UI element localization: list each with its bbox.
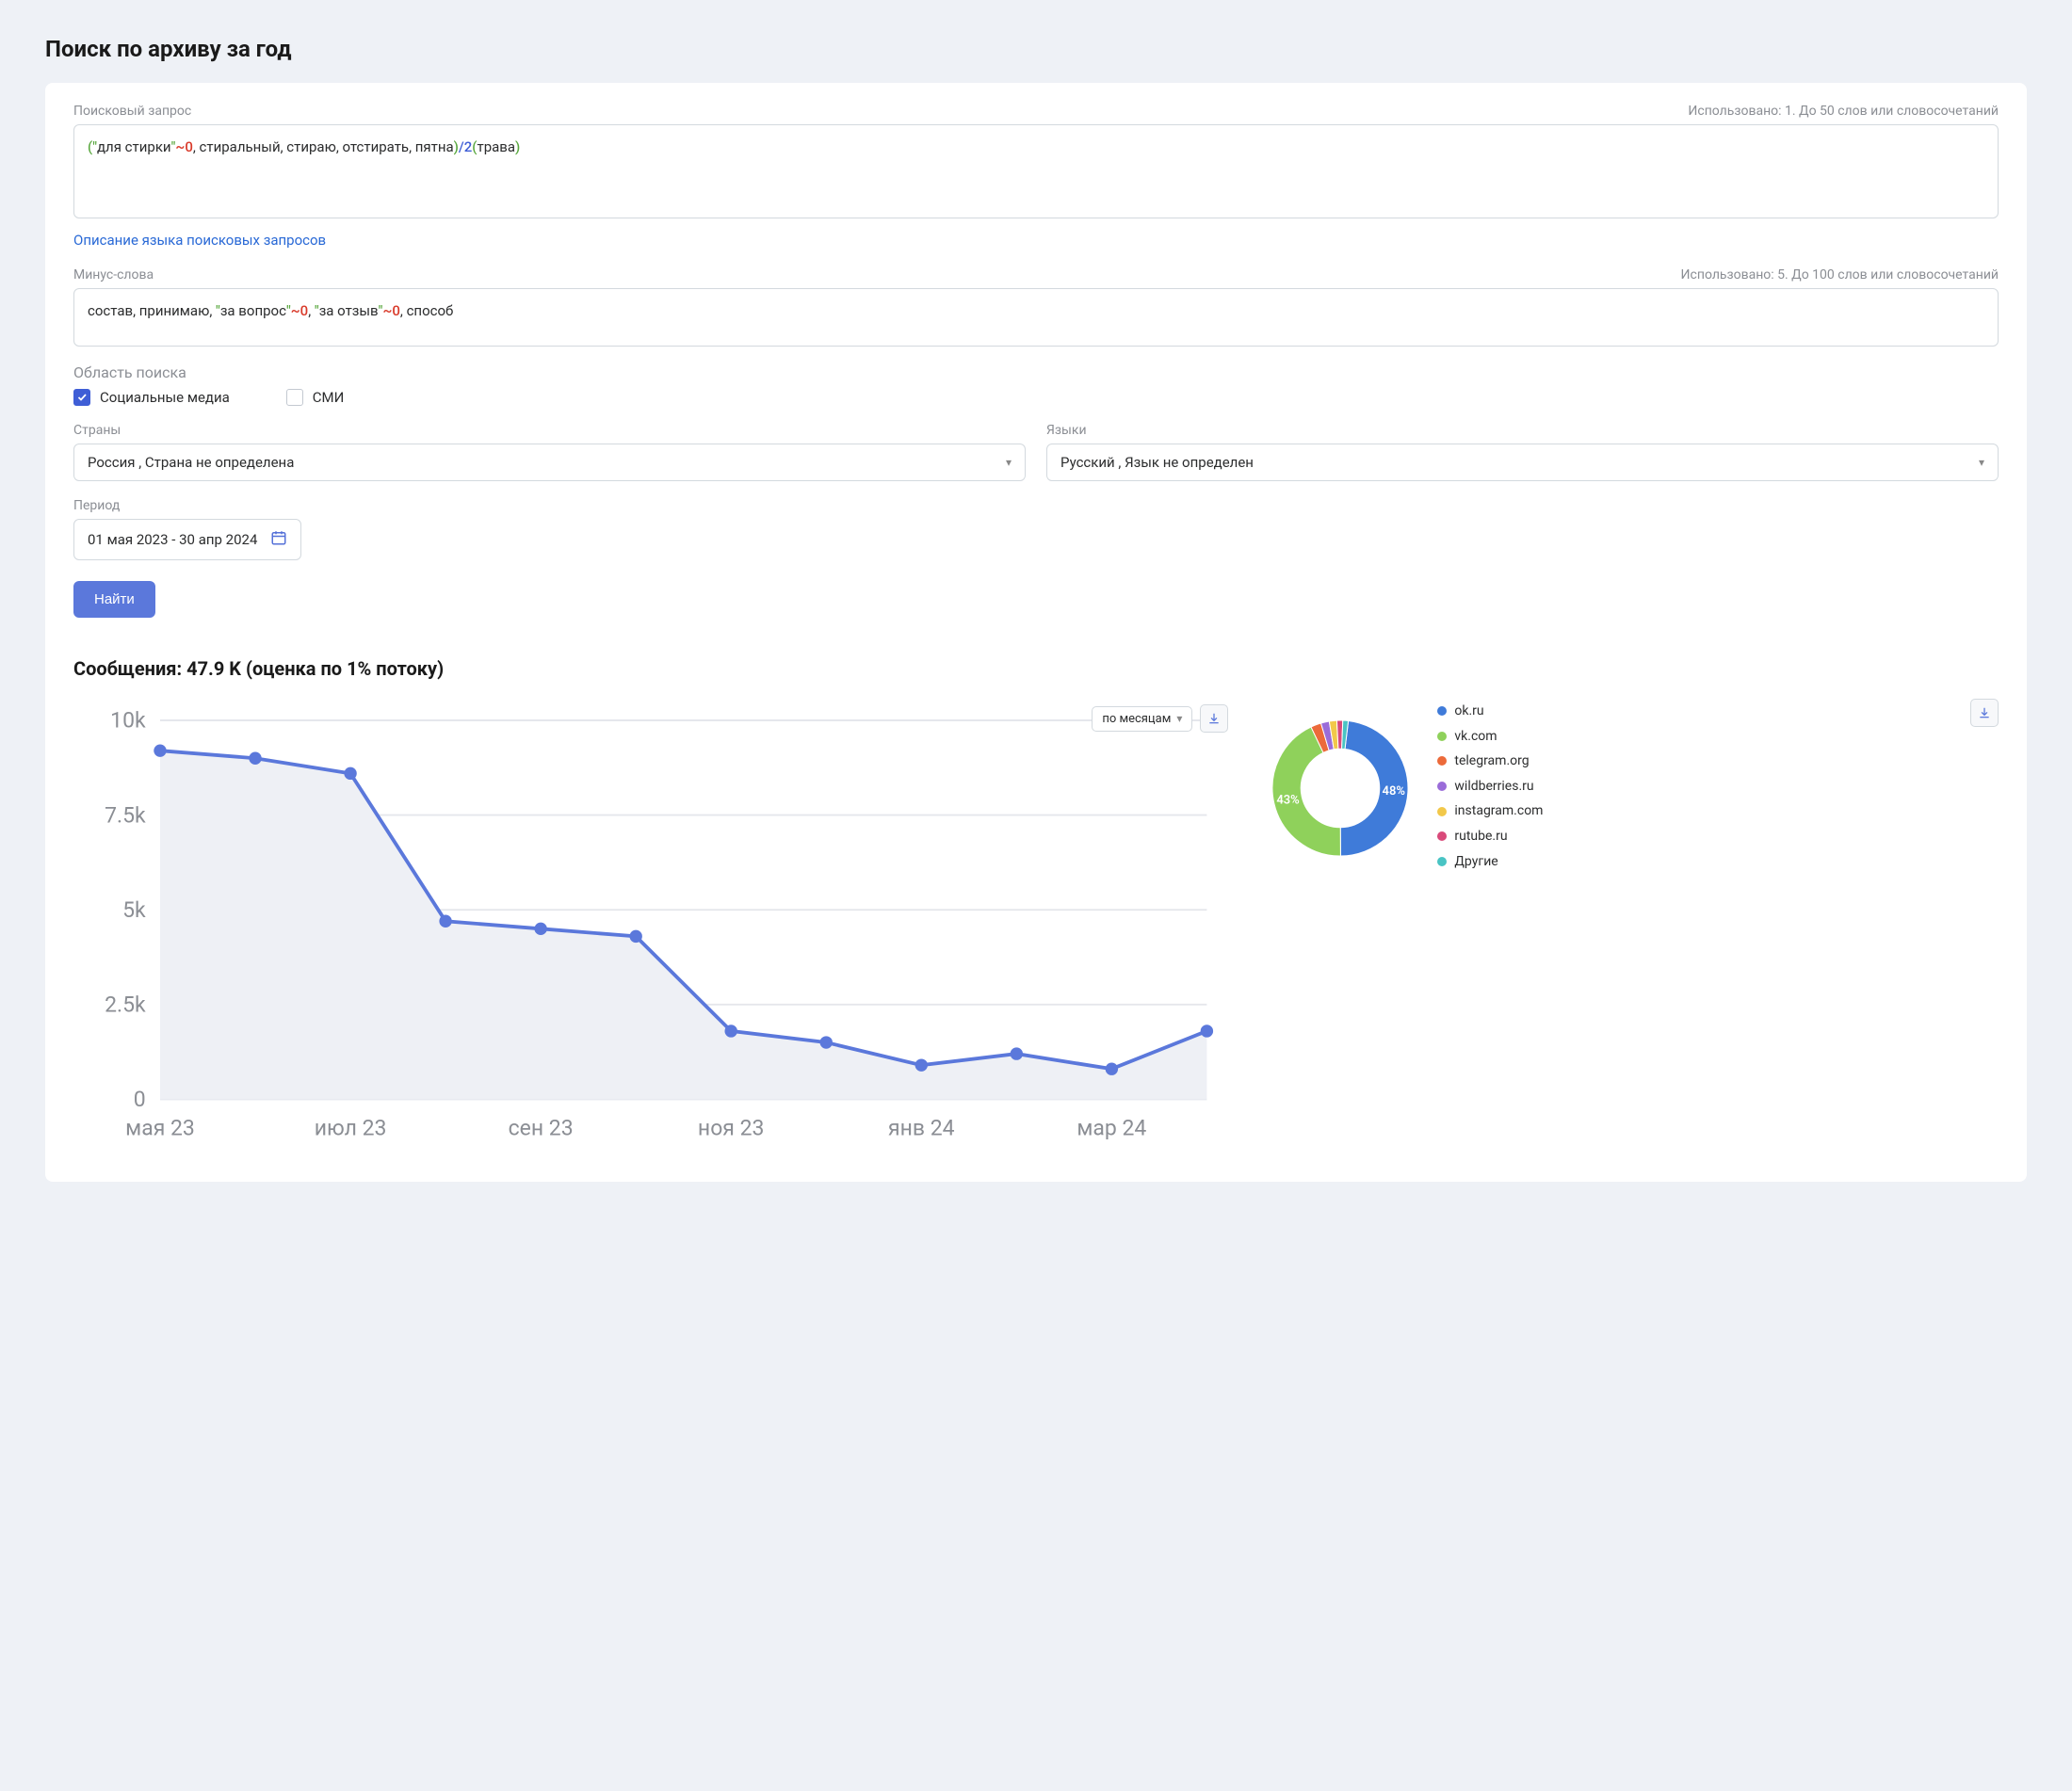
legend-item[interactable]: wildberries.ru [1437,774,1543,799]
countries-label: Страны [73,423,1026,438]
svg-text:10k: 10k [110,708,146,734]
checkbox-icon [286,389,303,406]
svg-text:2.5k: 2.5k [105,992,146,1017]
svg-text:5k: 5k [122,897,146,923]
period-label: Период [73,498,1999,513]
svg-text:7.5k: 7.5k [105,802,146,828]
legend-label: telegram.org [1454,749,1529,774]
scope-checkbox-0[interactable]: Социальные медиа [73,389,230,406]
countries-select[interactable]: Россия , Страна не определена ▾ [73,444,1026,481]
legend-dot-icon [1437,732,1447,741]
legend-label: ok.ru [1454,699,1483,724]
minus-hint: Использовано: 5. До 100 слов или словосо… [1681,267,1999,282]
languages-value: Русский , Язык не определен [1060,454,1254,471]
chevron-down-icon: ▾ [1006,456,1012,469]
svg-text:янв 24: янв 24 [888,1116,955,1141]
legend-label: wildberries.ru [1454,774,1533,799]
messages-line-chart: по месяцам ▾ 0 2.5k 5k 7.5k 10k мая 23 июл 23 с… [73,699,1228,1154]
languages-select[interactable]: Русский , Язык не определен ▾ [1046,444,1999,481]
minus-words-input[interactable]: состав, принимаю, "за вопрос"~0, "за отз… [73,288,1999,347]
scope-checkbox-1[interactable]: СМИ [286,389,345,406]
svg-text:48%: 48% [1383,784,1406,799]
countries-value: Россия , Страна не определена [88,454,294,471]
results-title: Сообщения: 47.9 K (оценка по 1% потоку) [73,657,1999,680]
legend-label: vk.com [1454,724,1497,750]
svg-text:июл 23: июл 23 [315,1116,387,1141]
calendar-icon [270,529,287,550]
legend-dot-icon [1437,807,1447,816]
scope-checkbox-label: СМИ [313,389,345,406]
minus-label: Минус-слова [73,267,154,282]
query-language-link[interactable]: Описание языка поисковых запросов [73,232,326,249]
page-title: Поиск по архиву за год [45,36,2027,62]
legend-item[interactable]: instagram.com [1437,799,1543,824]
legend-item[interactable]: rutube.ru [1437,824,1543,849]
granularity-value: по месяцам [1102,712,1171,726]
query-hint: Использовано: 1. До 50 слов или словосоч… [1688,104,1999,119]
legend-dot-icon [1437,706,1447,716]
query-input[interactable]: ("для стирки"~0, стиральный, стираю, отс… [73,124,1999,218]
chevron-down-icon: ▾ [1979,456,1984,469]
scope-label: Область поиска [73,363,1999,381]
legend-item[interactable]: ok.ru [1437,699,1543,724]
search-card: Поисковый запрос Использовано: 1. До 50 … [45,83,2027,1182]
search-button[interactable]: Найти [73,581,155,618]
svg-text:мая 23: мая 23 [125,1116,195,1141]
download-line-chart-button[interactable] [1200,704,1228,733]
legend-dot-icon [1437,756,1447,766]
chevron-down-icon: ▾ [1176,712,1182,725]
sources-donut-chart: 48% 43% ok.ruvk.comtelegram.orgwildberrie… [1260,699,1999,878]
svg-text:43%: 43% [1277,794,1301,808]
legend-item[interactable]: telegram.org [1437,749,1543,774]
period-picker[interactable]: 01 мая 2023 - 30 апр 2024 [73,519,301,560]
svg-text:мар 24: мар 24 [1076,1116,1146,1141]
legend-dot-icon [1437,831,1447,841]
svg-text:0: 0 [134,1087,146,1112]
legend-dot-icon [1437,782,1447,791]
legend-label: instagram.com [1454,799,1543,824]
legend-item[interactable]: Другие [1437,849,1543,875]
legend-label: Другие [1454,849,1497,875]
svg-text:ноя 23: ноя 23 [698,1116,765,1141]
checkbox-checked-icon [73,389,90,406]
query-label: Поисковый запрос [73,104,191,119]
download-donut-chart-button[interactable] [1970,699,1999,727]
legend-label: rutube.ru [1454,824,1507,849]
legend-item[interactable]: vk.com [1437,724,1543,750]
svg-text:сен 23: сен 23 [509,1116,574,1141]
legend-dot-icon [1437,857,1447,866]
languages-label: Языки [1046,423,1999,438]
period-value: 01 мая 2023 - 30 апр 2024 [88,531,257,548]
granularity-select[interactable]: по месяцам ▾ [1092,706,1192,732]
scope-checkbox-label: Социальные медиа [100,389,230,406]
